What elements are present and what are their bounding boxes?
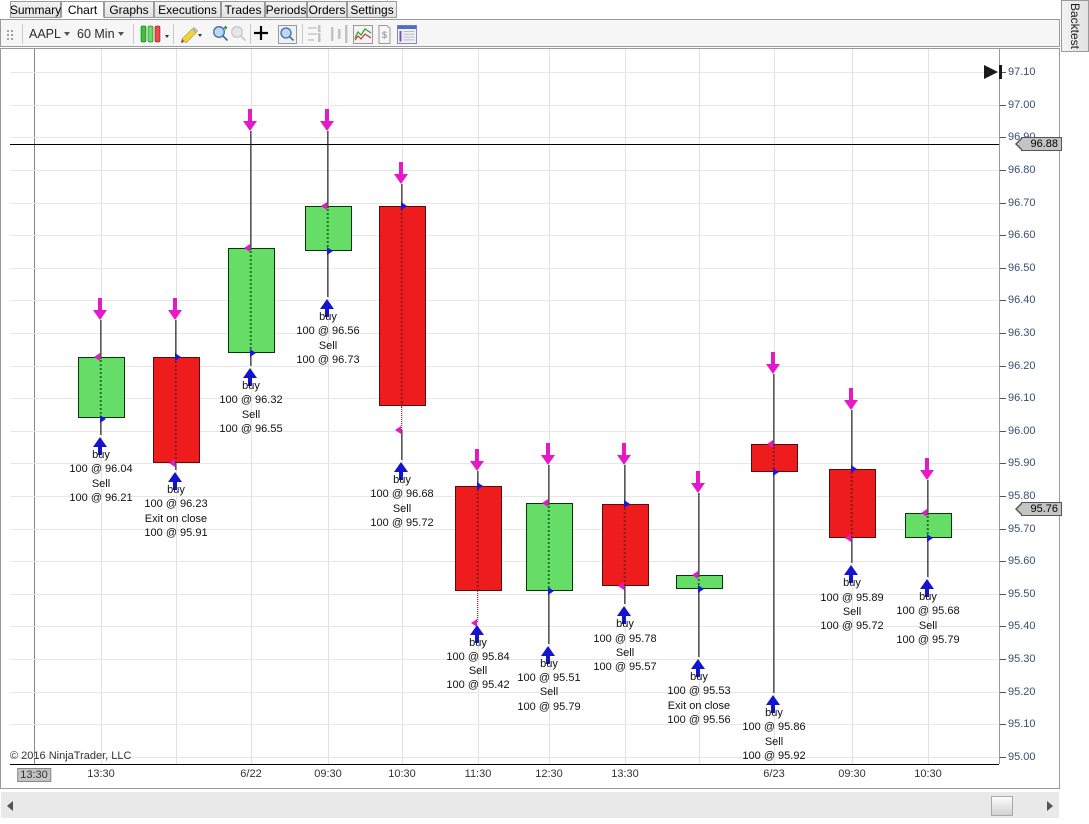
svg-text:$: $ bbox=[382, 30, 387, 40]
